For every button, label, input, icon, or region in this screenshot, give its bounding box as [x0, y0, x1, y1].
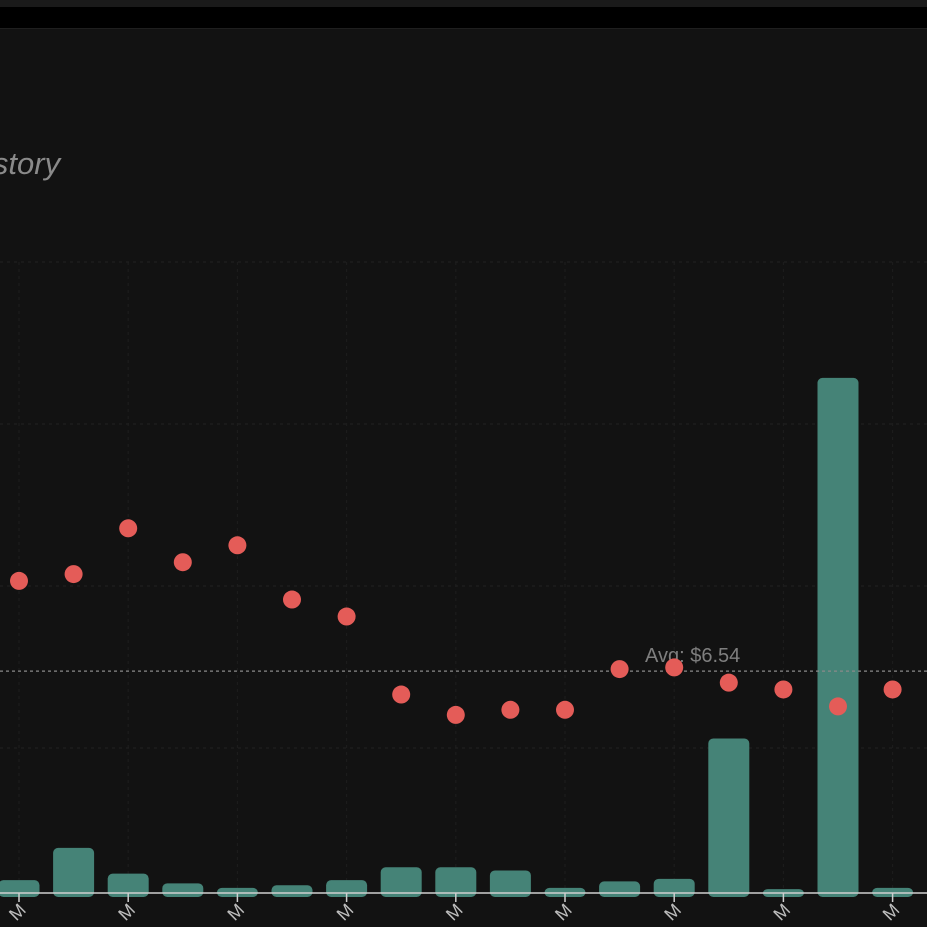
scatter-point-13	[719, 673, 738, 692]
scatter-point-12	[665, 658, 684, 677]
x-tick-label-3: M	[333, 900, 358, 925]
bar-13	[708, 738, 750, 897]
bar-5	[271, 885, 313, 897]
top-bar	[0, 0, 927, 28]
scatter-point-0	[10, 571, 28, 590]
scatter-point-3	[173, 553, 192, 572]
chart-title: istory	[0, 146, 61, 181]
x-tick-label-7: M	[769, 900, 794, 925]
scatter-point-9	[501, 700, 520, 719]
scatter-point-16	[883, 680, 902, 699]
scatter-point-2	[119, 519, 138, 538]
x-tick-label-1: M	[114, 900, 139, 925]
scatter-point-15	[829, 697, 847, 716]
bar-series	[0, 377, 914, 897]
average-line-group: Avg: $6.54	[0, 645, 927, 672]
scatter-point-5	[283, 590, 301, 609]
bar-11	[599, 881, 641, 897]
bar-3	[162, 883, 204, 897]
scatter-point-11	[610, 660, 629, 679]
bar-9	[489, 870, 531, 897]
bar-1	[53, 847, 95, 897]
scatter-series	[10, 519, 902, 724]
bar-15	[817, 377, 859, 897]
x-tick-label-6: M	[660, 900, 685, 925]
x-tick-label-5: M	[551, 900, 576, 925]
x-tick-label-0: M	[5, 900, 30, 925]
bar-8	[435, 867, 477, 897]
bar-2	[107, 873, 149, 897]
scatter-point-1	[64, 565, 83, 584]
scatter-point-10	[556, 700, 574, 719]
x-tick-label-4: M	[442, 900, 467, 925]
scatter-point-14	[774, 680, 793, 699]
bar-7	[380, 867, 422, 897]
scatter-point-8	[446, 705, 465, 724]
average-label: Avg: $6.54	[645, 645, 740, 667]
scatter-point-7	[392, 685, 411, 704]
scatter-point-6	[337, 607, 356, 626]
grid-lines	[0, 261, 927, 893]
scatter-point-4	[228, 536, 247, 555]
x-tick-label-2: M	[223, 900, 248, 925]
top-bar-divider	[0, 28, 927, 29]
x-tick-label-8: M	[879, 900, 904, 925]
